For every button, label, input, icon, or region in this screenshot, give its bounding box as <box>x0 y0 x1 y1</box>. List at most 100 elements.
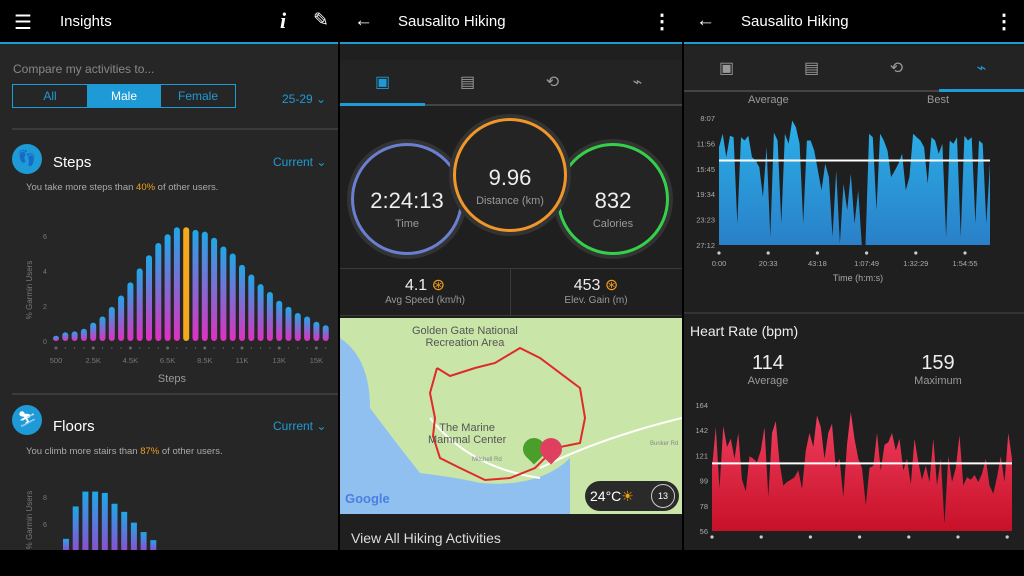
bar <box>164 234 171 341</box>
x-tick-label: 13K <box>273 356 286 365</box>
x-tick-label: 2.5K <box>85 356 100 365</box>
bar <box>322 325 329 341</box>
x-tick-dot <box>956 535 960 539</box>
x-tick-label: 500 <box>50 356 63 365</box>
y-tick-label: 56 <box>700 527 708 536</box>
x-tick-dot <box>815 251 819 255</box>
bar <box>146 255 152 341</box>
x-tick-dot <box>759 535 763 539</box>
x-tick-dot <box>766 251 770 255</box>
bar <box>304 316 311 341</box>
tab-details[interactable]: ▤ <box>803 60 820 77</box>
avg-speed-stat[interactable]: 4.1 ⊛ Avg Speed (km/h) <box>340 275 510 306</box>
floors-percent: 87% <box>140 446 160 457</box>
calories-value: 832 <box>594 188 632 213</box>
elev-gain-stat[interactable]: 453 ⊛ Elev. Gain (m) <box>511 275 681 306</box>
bar <box>239 264 245 341</box>
x-tick-dot <box>111 347 113 349</box>
floors-period-dropdown[interactable]: Current ⌄ <box>273 419 326 433</box>
bar <box>127 282 134 341</box>
bar <box>90 322 97 341</box>
road-label: Bunker Rd <box>650 441 679 447</box>
tab-charts[interactable]: ⌁ <box>939 46 1024 92</box>
bar <box>155 243 162 341</box>
back-arrow-icon[interactable]: ← <box>696 10 715 31</box>
more-vert-icon[interactable]: ⋮ <box>994 11 1014 33</box>
poi-line: Recreation Area <box>425 337 505 349</box>
avg-speed-label: Avg Speed (km/h) <box>385 295 465 306</box>
floors-title: Floors <box>53 418 95 435</box>
steps-text: You take more steps than <box>26 182 137 193</box>
x-tick-dot <box>865 251 869 255</box>
x-tick-dot <box>269 347 271 349</box>
hr-average-label: Average <box>747 375 789 387</box>
y-tick-label: 6 <box>43 234 47 241</box>
x-tick-dot <box>185 347 187 349</box>
x-tick-dot <box>148 347 150 349</box>
hr-maximum-label: Maximum <box>914 375 962 387</box>
bar <box>108 306 115 341</box>
compare-label: Compare my activities to... <box>13 62 155 76</box>
segment-female[interactable]: Female <box>177 89 218 103</box>
steps-period: Current <box>273 155 314 169</box>
bar <box>211 237 218 341</box>
pace-chart: 8:07 11:56 15:45 19:34 23:23 27:12 0:00 20:33 43… <box>696 114 990 283</box>
y-tick-label: 11:56 <box>697 139 715 148</box>
x-tick-dot <box>157 347 159 349</box>
road-label: Mitchell Rd <box>472 457 502 463</box>
x-axis-label: Time (h:m:s) <box>833 273 883 283</box>
age-range-dropdown[interactable]: 25-29 ⌄ <box>282 92 326 106</box>
x-tick-dot <box>314 346 318 350</box>
tab-laps[interactable]: ⟲ <box>889 60 904 77</box>
distance-value: 9.96 <box>488 165 532 190</box>
x-tick-dot <box>297 347 299 349</box>
bar <box>92 491 99 550</box>
bar <box>118 295 125 341</box>
floors-text: You climb more stairs than <box>26 446 141 457</box>
segment-all[interactable]: All <box>43 89 57 103</box>
tab-details[interactable]: ▤ <box>459 74 476 91</box>
steps-period-dropdown[interactable]: Current ⌄ <box>273 155 326 169</box>
weather-badge[interactable]: 24°C☀ 13 <box>585 481 679 511</box>
series-area <box>719 120 990 245</box>
heart-rate-chart: 164 142 121 99 78 56 <box>695 401 1012 539</box>
x-tick-dot <box>287 347 290 349</box>
x-tick-dot <box>808 535 812 539</box>
pencil-icon[interactable]: ✎ <box>313 10 329 31</box>
y-tick-label: 6 <box>43 522 47 529</box>
y-tick-label: 142 <box>695 426 708 435</box>
x-tick-dot <box>73 347 76 349</box>
x-tick-dot <box>306 347 308 349</box>
chevron-down-icon: ⌄ <box>316 155 327 169</box>
x-tick-dot <box>139 347 141 349</box>
back-arrow-icon[interactable]: ← <box>354 10 373 31</box>
route-line <box>428 346 587 482</box>
segment-male[interactable]: Male <box>87 85 161 107</box>
steps-title: Steps <box>53 154 92 171</box>
activity-tabs: ▣ ▤ ⟲ ⌁ <box>684 46 1024 92</box>
info-icon[interactable]: i <box>280 8 287 33</box>
hr-average: 114 Average <box>718 352 818 387</box>
tab-charts[interactable]: ⌁ <box>632 74 643 91</box>
x-tick-dot <box>250 347 252 349</box>
x-tick-label: 0:00 <box>712 259 727 268</box>
chevron-down-icon: ⌄ <box>316 419 327 433</box>
bar <box>101 492 108 550</box>
hamburger-icon[interactable]: ☰ <box>14 12 32 34</box>
route-map[interactable]: Golden Gate National Recreation Area The … <box>340 318 682 514</box>
more-vert-icon[interactable]: ⋮ <box>652 11 672 33</box>
tab-laps[interactable]: ⟲ <box>545 74 560 91</box>
google-logo: Google <box>345 491 390 506</box>
floors-text-end: of other users. <box>159 446 223 457</box>
distance-label: Distance (km) <box>476 195 544 207</box>
divider <box>510 269 511 315</box>
tab-summary[interactable]: ▣ <box>718 60 735 77</box>
poi-line: Mammal Center <box>428 434 507 446</box>
tab-summary[interactable]: ▣ <box>340 60 425 106</box>
x-tick-dot <box>1005 535 1009 539</box>
y-tick-label: 8 <box>43 495 47 502</box>
bar <box>72 506 79 550</box>
y-tick-label: 99 <box>700 477 708 486</box>
view-all-hiking-link[interactable]: View All Hiking Activities <box>351 530 501 546</box>
series-area <box>712 412 1012 531</box>
